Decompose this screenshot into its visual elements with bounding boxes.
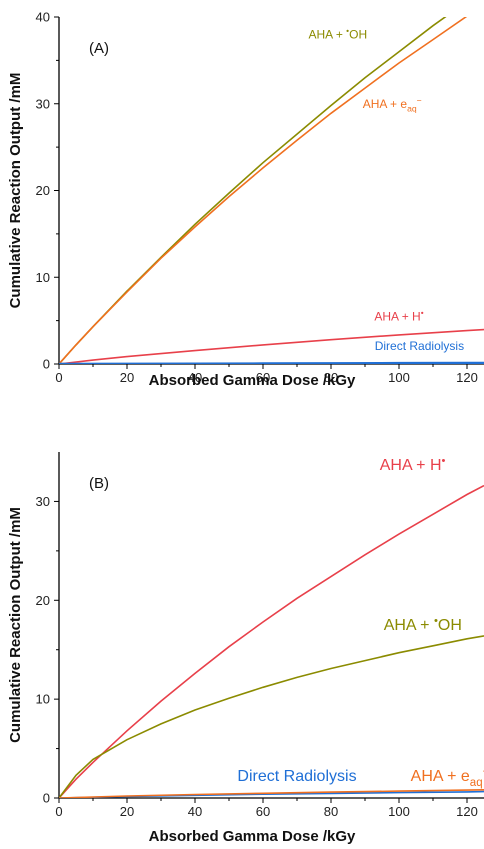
x-tick-label: 100 bbox=[388, 804, 410, 819]
series-label: AHA + eaq− bbox=[363, 95, 422, 113]
series-label: AHA + H• bbox=[374, 308, 423, 324]
panel-b: 0 20 40 60 80 100 120 0 10 20 30 Absorbed Gamma Dos… bbox=[7, 452, 484, 845]
x-tick-label: 60 bbox=[256, 804, 270, 819]
x-tick-label: 0 bbox=[55, 370, 62, 385]
x-tick-label: 120 bbox=[456, 804, 478, 819]
panel-label: (A) bbox=[89, 40, 109, 57]
series-line-2 bbox=[59, 328, 484, 364]
y-tick-label: 20 bbox=[36, 183, 50, 198]
y-tick-label: 40 bbox=[36, 10, 50, 25]
series-line-1 bbox=[59, 17, 468, 364]
series-line-3 bbox=[59, 361, 484, 364]
x-axis-title: Absorbed Gamma Dose /kGy bbox=[149, 372, 356, 389]
series-line-3 bbox=[59, 789, 484, 798]
series-label: AHA + eaq− bbox=[411, 766, 484, 789]
y-tick-label: 30 bbox=[36, 494, 50, 509]
x-tick-label: 40 bbox=[188, 804, 202, 819]
y-tick-label: 30 bbox=[36, 96, 50, 111]
x-tick-label: 80 bbox=[324, 804, 338, 819]
x-tick-label: 0 bbox=[55, 804, 62, 819]
y-axis-title: Cumulative Reaction Output /mM bbox=[7, 507, 24, 743]
y-axis-title: Cumulative Reaction Output /mM bbox=[7, 73, 24, 309]
y-tick-label: 10 bbox=[36, 692, 50, 707]
series-line-1 bbox=[59, 635, 484, 798]
series-label: Direct Radiolysis bbox=[375, 339, 464, 353]
series-line-0 bbox=[59, 484, 484, 798]
x-tick-label: 20 bbox=[120, 370, 134, 385]
x-tick-label: 80 bbox=[324, 370, 338, 385]
series-label: Direct Radiolysis bbox=[237, 768, 356, 785]
x-tick-label: 100 bbox=[388, 370, 410, 385]
x-tick-label: 120 bbox=[456, 370, 478, 385]
x-tick-label: 60 bbox=[256, 370, 270, 385]
y-tick-label: 10 bbox=[36, 270, 50, 285]
y-tick-label: 0 bbox=[43, 357, 50, 372]
x-tick-label: 20 bbox=[120, 804, 134, 819]
x-axis-title: Absorbed Gamma Dose /kGy bbox=[149, 828, 356, 845]
y-tick-label: 20 bbox=[36, 593, 50, 608]
panel-label: (B) bbox=[89, 475, 109, 492]
series-label: AHA + •OH bbox=[308, 26, 367, 42]
series-label: AHA + •OH bbox=[384, 615, 462, 634]
series-label: AHA + H• bbox=[380, 455, 446, 474]
x-tick-label: 40 bbox=[188, 370, 202, 385]
y-tick-label: 0 bbox=[43, 791, 50, 806]
